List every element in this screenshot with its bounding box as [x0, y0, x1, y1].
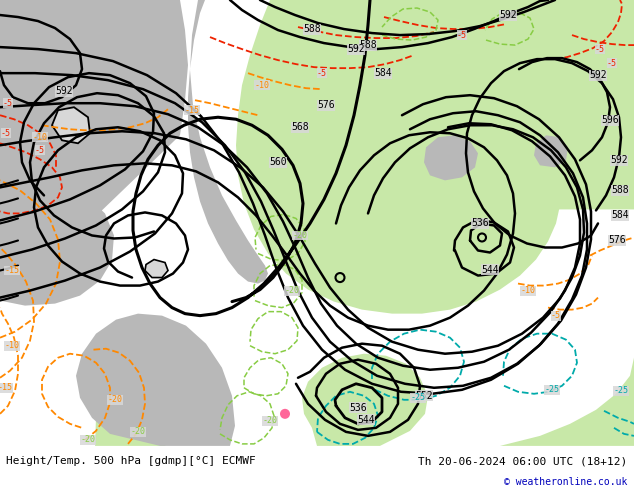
Text: 592: 592 [55, 86, 73, 96]
Text: 588: 588 [303, 24, 321, 34]
Text: -5: -5 [595, 45, 605, 53]
Text: 576: 576 [608, 236, 626, 245]
Polygon shape [534, 135, 568, 168]
Polygon shape [188, 0, 268, 284]
Text: -20: -20 [81, 436, 96, 444]
Polygon shape [76, 314, 235, 446]
Polygon shape [236, 0, 634, 314]
Text: -10: -10 [521, 286, 536, 295]
Text: -20: -20 [262, 416, 278, 425]
Polygon shape [0, 0, 188, 306]
Text: -15: -15 [4, 266, 20, 275]
Text: -20: -20 [131, 427, 145, 437]
Text: -10: -10 [4, 341, 20, 350]
Polygon shape [440, 358, 634, 446]
Text: -20: -20 [292, 231, 307, 240]
Text: 576: 576 [317, 100, 335, 110]
Circle shape [280, 409, 290, 419]
Polygon shape [145, 260, 168, 277]
Text: -5: -5 [607, 59, 617, 68]
Text: -15: -15 [184, 106, 200, 115]
Text: -25: -25 [545, 385, 559, 394]
Text: 592: 592 [499, 10, 517, 20]
Text: -20: -20 [108, 395, 122, 404]
Text: 568: 568 [291, 122, 309, 132]
Text: -20: -20 [285, 286, 299, 295]
Text: Th 20-06-2024 06:00 UTC (18+12): Th 20-06-2024 06:00 UTC (18+12) [418, 456, 628, 466]
Text: 544: 544 [357, 415, 375, 425]
Text: 544: 544 [481, 265, 499, 274]
Text: 536: 536 [349, 403, 367, 413]
Text: 536: 536 [471, 219, 489, 228]
Text: -5: -5 [317, 69, 327, 77]
Polygon shape [302, 354, 428, 446]
Text: 592: 592 [347, 44, 365, 54]
Text: 584: 584 [611, 210, 629, 221]
Text: © weatheronline.co.uk: © weatheronline.co.uk [504, 477, 628, 487]
Text: 592: 592 [610, 155, 628, 165]
Text: 588: 588 [611, 185, 629, 196]
Text: -25: -25 [614, 386, 628, 395]
Text: -5: -5 [35, 146, 45, 155]
Text: 560: 560 [269, 157, 287, 167]
Text: 596: 596 [601, 115, 619, 125]
Text: 584: 584 [374, 68, 392, 78]
Text: -25: -25 [410, 393, 425, 402]
Polygon shape [52, 107, 90, 143]
Text: -10: -10 [32, 133, 48, 142]
Text: -15: -15 [0, 383, 13, 392]
Text: -10: -10 [254, 81, 269, 90]
Text: -5: -5 [551, 311, 561, 320]
Text: -5: -5 [3, 98, 13, 108]
Polygon shape [95, 380, 178, 446]
Polygon shape [424, 135, 478, 180]
Text: -5: -5 [457, 30, 467, 40]
Text: Height/Temp. 500 hPa [gdmp][°C] ECMWF: Height/Temp. 500 hPa [gdmp][°C] ECMWF [6, 456, 256, 466]
Text: 592: 592 [589, 70, 607, 80]
Text: 552: 552 [415, 391, 433, 401]
Text: 588: 588 [359, 40, 377, 50]
Text: -5: -5 [1, 129, 11, 138]
